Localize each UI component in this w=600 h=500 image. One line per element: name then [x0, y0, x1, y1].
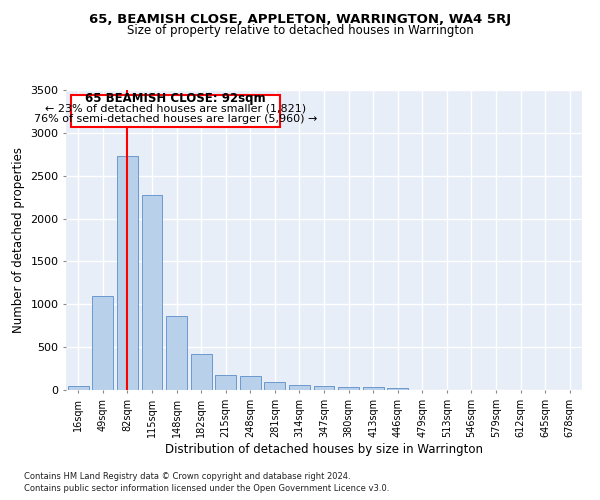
Bar: [117, 156, 138, 390]
Bar: [265, 382, 286, 390]
Text: ← 23% of detached houses are smaller (1,821): ← 23% of detached houses are smaller (1,…: [45, 104, 306, 114]
Bar: [142, 196, 163, 390]
Bar: [191, 354, 212, 390]
Text: Contains HM Land Registry data © Crown copyright and database right 2024.: Contains HM Land Registry data © Crown c…: [24, 472, 350, 481]
Bar: [314, 386, 334, 390]
Bar: [240, 376, 261, 390]
Bar: [215, 376, 236, 390]
Bar: [387, 388, 408, 390]
Text: Size of property relative to detached houses in Warrington: Size of property relative to detached ho…: [127, 24, 473, 37]
Bar: [68, 386, 89, 390]
Y-axis label: Number of detached properties: Number of detached properties: [11, 147, 25, 333]
Text: 65 BEAMISH CLOSE: 92sqm: 65 BEAMISH CLOSE: 92sqm: [85, 92, 266, 105]
Bar: [362, 388, 383, 390]
Text: Contains public sector information licensed under the Open Government Licence v3: Contains public sector information licen…: [24, 484, 389, 493]
FancyBboxPatch shape: [71, 95, 280, 127]
Bar: [166, 316, 187, 390]
Text: 76% of semi-detached houses are larger (5,960) →: 76% of semi-detached houses are larger (…: [34, 114, 317, 124]
Bar: [289, 385, 310, 390]
Bar: [338, 387, 359, 390]
Text: 65, BEAMISH CLOSE, APPLETON, WARRINGTON, WA4 5RJ: 65, BEAMISH CLOSE, APPLETON, WARRINGTON,…: [89, 12, 511, 26]
X-axis label: Distribution of detached houses by size in Warrington: Distribution of detached houses by size …: [165, 442, 483, 456]
Bar: [92, 296, 113, 390]
